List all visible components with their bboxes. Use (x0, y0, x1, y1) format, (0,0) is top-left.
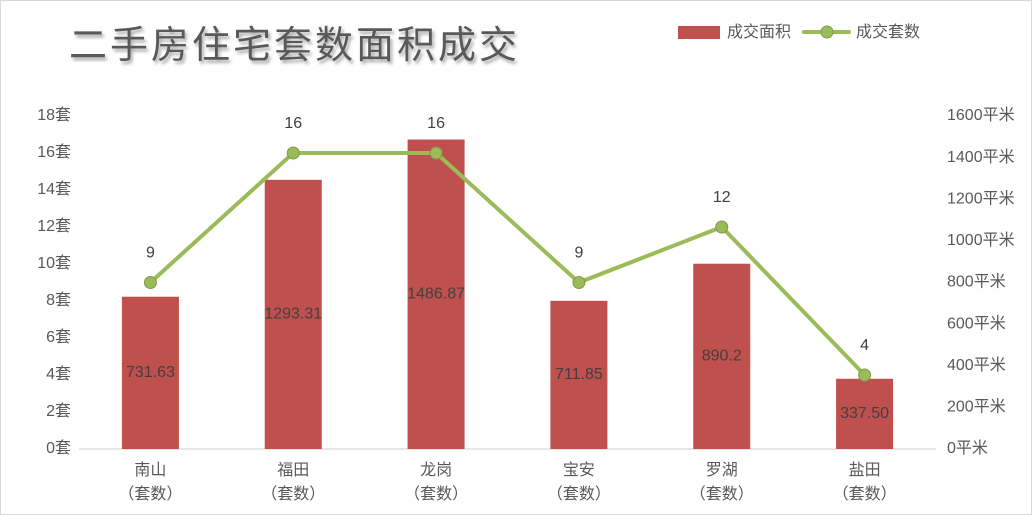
left-axis-tick-label: 8套 (46, 291, 71, 309)
count-point-label: 4 (860, 337, 869, 354)
left-axis-tick-label: 14套 (37, 180, 71, 198)
count-point-label: 9 (574, 245, 583, 262)
area-bar (264, 179, 322, 450)
category-label: 罗湖 （套数） (689, 462, 754, 503)
right-axis-tick-label: 800平米 (947, 273, 1006, 291)
count-point (572, 276, 586, 289)
left-axis-tick-label: 16套 (37, 143, 71, 161)
area-bar (836, 378, 894, 449)
right-axis-tick-label: 400平米 (947, 356, 1006, 374)
legend-label-area: 成交面积 (727, 23, 791, 41)
right-axis-tick-label: 200平米 (947, 398, 1006, 416)
right-axis-tick-label: 1600平米 (947, 106, 1015, 124)
area-bar-label: 890.2 (702, 348, 742, 365)
plot-area: 731.63 1293.31 1486.87 711.85 890.2 337.50 9 16… (37, 106, 1014, 457)
legend-item-count: 成交套数 (802, 23, 920, 41)
category-label: 宝安 （套数） (546, 462, 611, 503)
left-axis-tick-label: 6套 (46, 328, 71, 346)
left-axis-tick-label: 2套 (46, 402, 71, 420)
count-point (143, 276, 157, 289)
right-axis-tick-label: 1000平米 (947, 231, 1015, 249)
area-bar-label: 731.63 (126, 364, 175, 381)
count-point-label: 12 (713, 189, 731, 206)
area-bar (407, 139, 465, 450)
category-label: 福田 （套数） (261, 462, 326, 503)
legend-label-count: 成交套数 (856, 23, 920, 41)
count-point (429, 146, 443, 160)
area-bar (693, 263, 751, 449)
left-axis-tick-label: 0套 (46, 439, 71, 457)
legend-bar-swatch (678, 26, 720, 39)
category-label: 南山 （套数） (118, 462, 183, 503)
count-point (858, 368, 872, 382)
right-axis-tick-label: 0平米 (947, 439, 988, 457)
area-bar-label: 711.85 (555, 366, 603, 383)
legend-item-area: 成交面积 (678, 23, 791, 41)
count-point-label: 9 (146, 245, 155, 262)
right-axis-tick-label: 1200平米 (947, 189, 1015, 207)
count-point-label: 16 (284, 115, 302, 132)
left-axis-tick-label: 18套 (37, 106, 71, 124)
count-point-label: 16 (427, 115, 445, 132)
legend-dot-swatch (820, 25, 834, 39)
count-line (148, 151, 867, 377)
category-label: 龙岗 （套数） (404, 462, 469, 503)
category-label: 盐田 （套数） (832, 462, 897, 503)
count-point (715, 220, 729, 234)
right-axis-tick-label: 1400平米 (947, 148, 1015, 166)
count-point (286, 146, 300, 160)
area-bar-label: 1293.31 (264, 306, 322, 323)
right-axis-tick-label: 600平米 (947, 314, 1006, 332)
area-bar-label: 337.50 (840, 405, 889, 422)
chart-title: 二手房住宅套数面积成交 (69, 23, 521, 67)
area-bar-label: 1486.87 (407, 285, 465, 302)
left-axis-tick-label: 10套 (37, 254, 71, 272)
left-axis-tick-label: 12套 (37, 217, 71, 235)
area-bar (121, 296, 179, 449)
legend: 成交面积 成交套数 (678, 23, 920, 41)
left-axis-tick-label: 4套 (46, 365, 71, 383)
area-bar (550, 300, 608, 449)
